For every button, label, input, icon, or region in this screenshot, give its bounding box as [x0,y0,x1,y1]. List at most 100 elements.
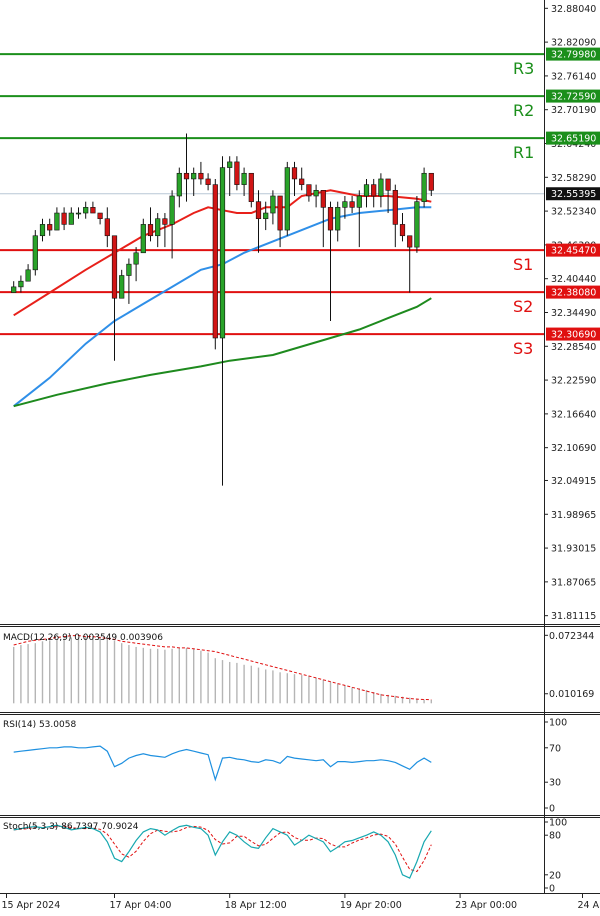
candle [133,247,139,282]
candle [291,161,298,196]
candle-body-up [169,195,175,225]
stoch-d-line [13,825,432,873]
candle-body-up [219,167,226,339]
candle [227,156,233,196]
candle [155,213,161,248]
candle-body-down [162,218,168,225]
candle [356,190,362,248]
macd-histogram [12,636,432,704]
candle [198,161,204,185]
candle [378,173,384,208]
candle-body-up [313,190,319,197]
candle-body-down [349,201,355,208]
candle [176,167,182,208]
axis-tick-label: 0.072344 [549,631,594,642]
candle [428,172,434,196]
price-tick-label: 32.10690 [551,443,596,454]
candle [270,190,276,225]
candle [212,178,218,350]
price-tick-label: 31.87065 [551,577,596,588]
time-tick-label: 18 Apr 12:00 [225,900,287,911]
candle-body-up [270,195,276,214]
price-tick-label: 32.58290 [551,173,596,184]
axis-tick-label: 80 [549,831,561,842]
level-tag-r2: 32.72590 [551,92,596,103]
candle-body-down [399,224,406,237]
candle-body-down [111,235,118,299]
candle-body-down [327,207,334,231]
stoch-label: Stoch(5,3,3) 86.7397 70.9024 [3,822,139,832]
candle [349,195,355,214]
candle [32,230,38,276]
candle [241,167,247,196]
price-tick-label: 31.93015 [551,544,596,555]
candle [414,195,420,253]
candle-body-down [234,161,240,185]
candle [111,235,118,361]
candle-body-up [140,224,146,254]
price-tick-label: 32.70190 [551,105,596,116]
level-tag-bg [546,47,600,61]
candle-body-down [306,184,312,197]
candle-body-down [291,167,298,180]
level-name-s1: S1 [513,255,533,274]
candle [306,184,312,202]
candle-body-down [97,212,103,220]
candle-body-up [363,184,370,197]
candle [68,207,74,225]
candle-body-down [104,218,110,237]
axis-tick-label: 20 [549,870,561,881]
candle-body-up [227,161,233,168]
axis-tick-label: 0 [549,884,555,895]
stoch-axis-ticks: 100 80 20 0 [544,818,567,895]
level-tag-s1: 32.45470 [551,246,596,257]
candle-body-up [421,172,427,202]
candle-body-up [133,252,139,265]
candle-body-down [255,201,262,220]
candle [83,201,89,219]
candle-body-up [25,269,31,282]
candle-body-down [47,224,53,231]
panel-frames [0,0,600,894]
level-name-s3: S3 [513,339,533,358]
candle [219,156,226,486]
candle [277,195,283,248]
candle [90,201,96,214]
candle-body-up [119,275,125,299]
candle-body-down [277,195,283,231]
rsi-line [13,745,432,782]
candle [162,213,168,248]
candle [119,269,125,299]
candle [126,258,132,304]
time-tick-label: 23 Apr 00:00 [455,900,517,911]
candle-body-down [90,207,96,214]
price-tick-label: 32.88040 [551,4,596,15]
candle-body-down [320,190,326,208]
candle [47,218,53,236]
candle [61,207,67,231]
candle [342,195,348,219]
price-tick-label: 31.81115 [551,611,596,622]
price-tick-label: 32.04915 [551,476,596,487]
candle [363,178,370,208]
level-name-s2: S2 [513,297,533,316]
level-tag-bg [546,327,600,341]
candle [399,213,406,242]
candle-body-up [335,207,341,231]
candle-body-down [248,172,254,202]
candle [327,201,334,321]
candle-body-down [299,178,305,185]
candle-body-up [241,172,247,185]
level-price-tags: 32.79980 32.72590 32.65190 32.45470 32.38080… [546,47,600,341]
rsi-axis-ticks: 100 70 30 0 [544,718,567,815]
candle [407,235,413,293]
time-tick-label: 19 Apr 20:00 [340,900,402,911]
candle-body-up [68,212,74,225]
candle-body-down [407,235,413,248]
axis-tick-label: 70 [549,743,561,754]
level-tag-bg [546,285,600,299]
last-price-tag: 32.55395 [546,187,600,201]
level-tag-bg [546,89,600,103]
price-tick-label: 32.28540 [551,342,596,353]
candle [75,207,82,219]
